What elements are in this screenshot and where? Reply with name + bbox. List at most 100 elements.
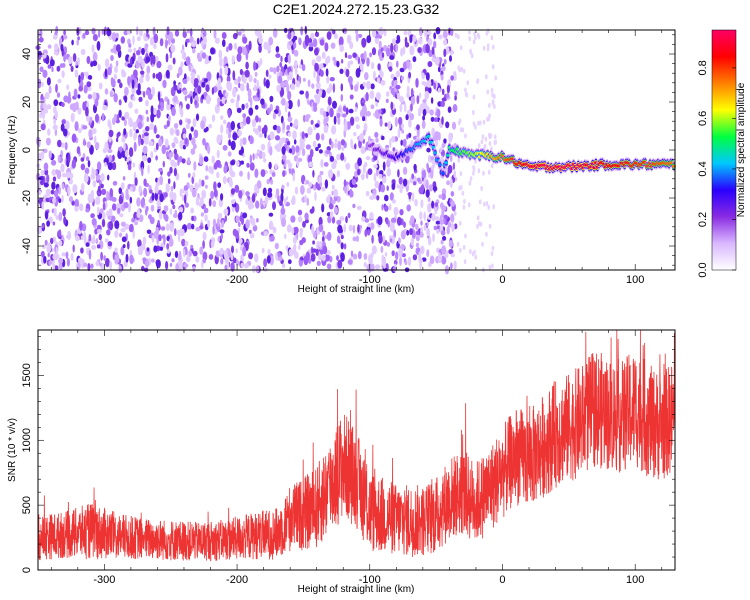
- spectrogram-noise-cell: [427, 236, 432, 246]
- spectrogram-noise-cell: [87, 75, 93, 80]
- spectrogram-noise-cell: [370, 83, 375, 90]
- spectrogram-noise-cell: [441, 255, 445, 265]
- spectrogram-noise-cell: [404, 102, 407, 113]
- spectrogram-noise-cell: [53, 190, 59, 198]
- spectrogram-noise-cell: [179, 188, 183, 197]
- spectrogram-noise-cell: [222, 144, 228, 151]
- spectrogram-noise-cell: [190, 126, 194, 132]
- spectrogram-noise-cell: [355, 68, 361, 78]
- spectrogram-noise-cell: [288, 71, 293, 81]
- spectrogram-noise-cell: [127, 163, 132, 171]
- spectrogram-noise-cell: [185, 123, 190, 130]
- spectrogram-noise-cell: [306, 197, 309, 206]
- spectrogram-noise-cell: [108, 208, 113, 219]
- spectrogram-noise-cell: [282, 121, 286, 130]
- spectrogram-noise-cell: [357, 168, 361, 176]
- spectrogram-noise-cell: [373, 155, 378, 161]
- spectrogram-noise-cell: [161, 144, 167, 155]
- spectrogram-noise-cell: [371, 234, 374, 244]
- spectrogram-noise-cell: [47, 252, 50, 258]
- spectrogram-noise-cell: [66, 95, 72, 104]
- spectrogram-noise-cell: [381, 52, 385, 58]
- spectrogram-noise-cell: [242, 36, 248, 44]
- spectrogram-noise-cell: [294, 186, 299, 195]
- spectrogram-noise-cell: [210, 190, 215, 200]
- spectrogram-noise-cell: [302, 221, 306, 228]
- spectrogram-noise-cell: [275, 53, 281, 58]
- spectrogram-noise-cell: [61, 194, 64, 203]
- spectrogram-noise-cell: [143, 132, 149, 137]
- spectrogram-noise-cell: [223, 119, 227, 125]
- spectrogram-noise-cell: [140, 198, 145, 208]
- spectrogram-noise-cell: [235, 99, 239, 110]
- spectrogram-noise-cell: [330, 42, 336, 49]
- spectrogram-noise-cell: [328, 83, 333, 92]
- spectrogram-noise-cell: [159, 101, 165, 112]
- spectrogram-noise-cell: [416, 177, 421, 183]
- spectrogram-noise-cell: [109, 261, 113, 270]
- spectrogram-noise-cell: [480, 139, 484, 145]
- spectrogram-noise-cell: [450, 75, 454, 81]
- spectrogram-noise-cell: [303, 255, 309, 266]
- spectrogram-noise-cell: [179, 104, 182, 115]
- spectrogram-noise-cell: [355, 33, 359, 42]
- spectrogram-noise-cell: [101, 218, 106, 228]
- spectrogram-noise-cell: [326, 231, 332, 241]
- spectrogram-noise-cell: [343, 123, 348, 133]
- spectrogram-noise-cell: [439, 214, 443, 224]
- spectrogram-noise-cell: [180, 228, 185, 236]
- spectrogram-noise-cell: [364, 218, 370, 223]
- spectrogram-noise-cell: [275, 188, 280, 196]
- spectrogram-noise-cell: [173, 181, 176, 190]
- spectrogram-noise-cell: [223, 250, 228, 259]
- spectrogram-noise-cell: [472, 39, 476, 45]
- spectrogram-noise-cell: [89, 144, 94, 155]
- spectrogram-noise-cell: [302, 114, 306, 123]
- spectrogram-noise-cell: [263, 77, 267, 87]
- spectrogram-noise-cell: [50, 189, 55, 195]
- spectrogram-noise-cell: [198, 202, 203, 207]
- spectrogram-noise-cell: [457, 34, 460, 40]
- spectrogram-noise-cell: [340, 152, 345, 161]
- spectrogram-noise-cell: [378, 174, 383, 179]
- spectrogram-noise-cell: [492, 204, 496, 210]
- spectrogram-noise-cell: [250, 97, 253, 108]
- spectrogram-noise-cell: [201, 52, 207, 59]
- spectrogram-noise-cell: [107, 148, 113, 154]
- spectrogram-noise-cell: [152, 72, 156, 79]
- spectrogram-noise-cell: [409, 228, 413, 236]
- spectrogram-noise-cell: [193, 78, 199, 85]
- spectrogram-noise-cell: [136, 36, 141, 42]
- spectrogram-noise-cell: [132, 121, 138, 130]
- colorbar-tick-label: 0.4: [697, 161, 709, 176]
- spectrogram-noise-cell: [318, 224, 324, 233]
- spectrogram-noise-cell: [187, 118, 191, 125]
- spectrogram-noise-cell: [252, 127, 256, 133]
- spectrogram-noise-cell: [333, 188, 339, 198]
- spectrogram-noise-cell: [129, 196, 133, 204]
- spectrogram-noise-cell: [289, 148, 292, 154]
- spectrogram-noise-cell: [366, 35, 372, 44]
- spectrogram-noise-cell: [388, 203, 392, 211]
- spectrogram-noise-cell: [177, 233, 181, 243]
- spectrogram-noise-cell: [337, 140, 342, 151]
- spectrogram-noise-cell: [113, 113, 118, 121]
- spectrogram-noise-cell: [242, 46, 247, 56]
- spectrogram-noise-cell: [286, 181, 290, 187]
- spectrogram-noise-cell: [112, 180, 118, 186]
- spectrogram-noise-cell: [384, 252, 388, 257]
- spectrogram-noise-cell: [383, 263, 386, 269]
- spectrogram-noise-cell: [203, 36, 207, 45]
- spectrogram-noise-cell: [283, 198, 287, 205]
- spectrogram-noise-cell: [237, 46, 243, 55]
- spectrogram-noise-cell: [272, 226, 277, 234]
- spectrogram-noise-cell: [132, 35, 135, 45]
- spectrogram-noise-cell: [174, 209, 178, 216]
- spectrogram-noise-cell: [422, 99, 427, 104]
- spectrogram-noise-cell: [397, 128, 401, 139]
- spectrogram-noise-cell: [136, 208, 141, 219]
- spectrogram-noise-cell: [65, 171, 71, 179]
- spectrogram-noise-cell: [451, 223, 455, 232]
- spectrogram-noise-cell: [173, 167, 177, 177]
- spectrogram-noise-cell: [153, 231, 158, 239]
